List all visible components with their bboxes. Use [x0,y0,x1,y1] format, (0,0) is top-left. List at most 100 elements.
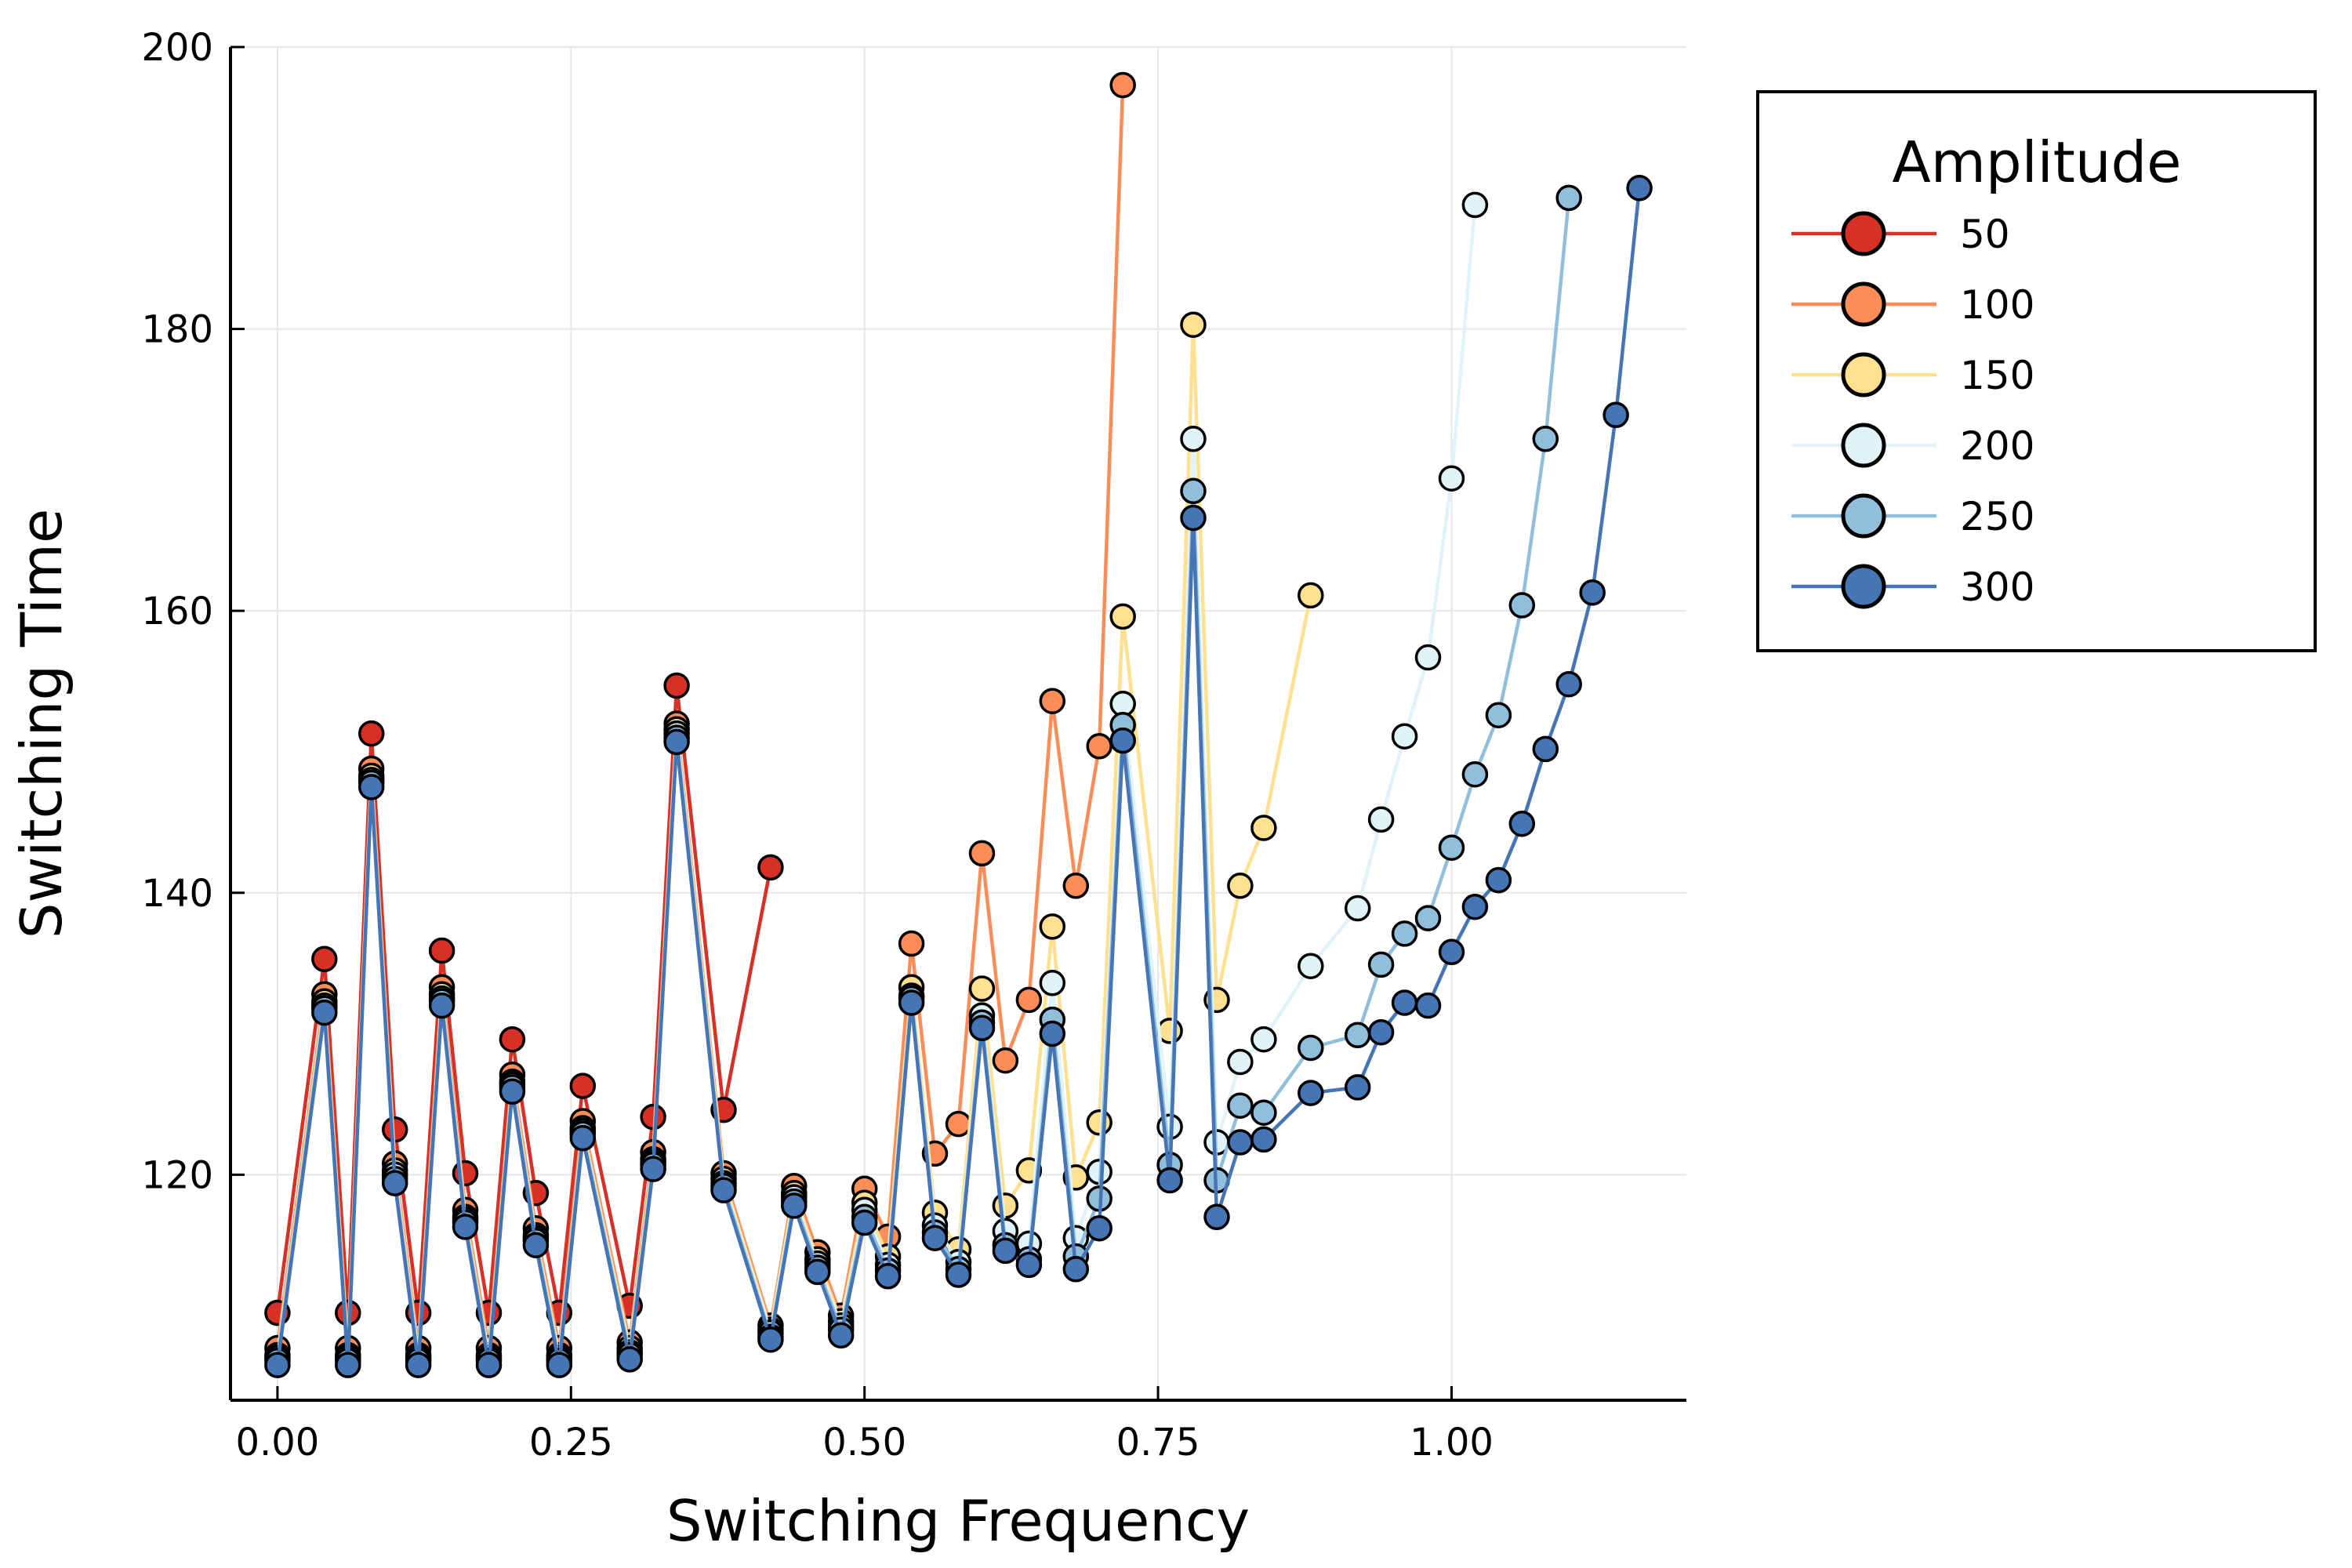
data-point [1508,810,1536,837]
x-tick-label: 0.50 [822,1421,906,1465]
data-point [1086,1109,1112,1136]
data-point [1180,504,1207,532]
y-tick-label: 200 [141,26,213,70]
data-point [1438,938,1465,966]
data-point [827,1322,855,1349]
data-point [569,1124,597,1152]
data-point [1250,1025,1277,1053]
legend: Amplitude 50 100 150 200 250 300 [1756,90,2317,652]
data-point [1602,401,1629,429]
x-tick-label: 0.25 [529,1421,613,1465]
data-point [1391,989,1418,1016]
data-point [968,975,996,1002]
data-point [1180,477,1207,505]
data-point [452,1214,479,1240]
data-point [1532,426,1559,452]
data-point [1298,953,1324,979]
data-point [1555,670,1582,698]
data-point [1086,1214,1112,1242]
grid [230,46,1686,1400]
data-point [569,1073,597,1099]
data-point [1109,603,1136,630]
data-point [1227,1092,1254,1119]
data-point [1062,873,1090,899]
data-point [1039,913,1066,940]
legend-items: 50 100 150 200 250 300 [1791,211,2034,610]
data-point [1414,905,1442,931]
data-point [1298,582,1324,609]
y-tick-label: 140 [141,872,213,916]
data-point [358,774,385,800]
data-point [1391,723,1418,750]
data-point [1086,733,1112,760]
data-point [1461,191,1489,219]
data-point [851,1209,878,1236]
legend-label: 200 [1960,423,2034,469]
x-tick-label: 0.00 [235,1421,319,1465]
legend-marker [1841,352,1886,397]
data-point [945,1110,972,1138]
legend-marker [1841,211,1886,256]
x-axis-title: Switching Frequency [666,1488,1250,1554]
data-point [1250,1126,1277,1153]
data-point [381,1170,408,1196]
data-point [1461,893,1489,920]
data-point [1438,465,1465,492]
data-point [992,1237,1019,1265]
data-point [1039,970,1066,996]
data-point [757,1326,784,1353]
legend-label: 150 [1960,353,2034,398]
legend-marker [1841,423,1886,468]
legend-entry-150: 150 [1791,352,2034,398]
legend-entry-300: 300 [1791,564,2034,610]
y-axis-title: Switching Time [9,509,74,938]
legend-entry-200: 200 [1791,423,2034,469]
legend-label: 100 [1960,282,2034,328]
data-point [1344,895,1371,922]
data-point [358,720,385,747]
data-point [1250,1099,1277,1126]
data-point [945,1261,972,1288]
data-point [428,937,456,964]
data-point [1438,834,1465,861]
data-point [1015,986,1043,1014]
data-point [781,1192,808,1219]
data-point [1180,311,1207,338]
y-tick-label: 120 [141,1153,213,1197]
data-point [1414,644,1442,671]
data-point [710,1177,737,1203]
series-line-300 [275,187,1642,1367]
x-ticks: 0.00 0.25 0.50 0.75 1.00 [235,1386,1494,1465]
data-point [1367,951,1395,978]
data-point [1298,1080,1324,1106]
data-point [1367,1018,1395,1046]
data-point [1227,1129,1254,1156]
y-tick-label: 180 [141,308,213,352]
data-point [1156,1167,1183,1194]
data-point [874,1263,902,1290]
data-point [1062,1256,1090,1283]
data-point [522,1232,550,1258]
data-point [663,728,690,756]
data-point [311,999,338,1026]
data-point [1298,1034,1324,1062]
legend-entry-50: 50 [1791,211,2010,257]
x-tick-label: 1.00 [1410,1421,1494,1465]
y-ticks: 120 140 160 180 200 [141,26,245,1197]
data-point [757,854,784,881]
data-point [499,1025,526,1053]
legend-title: Amplitude [1893,129,2182,195]
data-point [1203,1203,1230,1231]
legend-marker [1841,493,1886,539]
legend-entry-100: 100 [1791,281,2034,328]
data-point [1532,735,1559,763]
data-point [1344,1022,1371,1049]
data-point [898,930,925,957]
data-point [898,989,925,1016]
data-point [499,1078,526,1105]
data-point [1508,592,1536,619]
data-point [1485,702,1512,728]
series-300 [264,175,1653,1378]
data-point [1227,1048,1254,1076]
